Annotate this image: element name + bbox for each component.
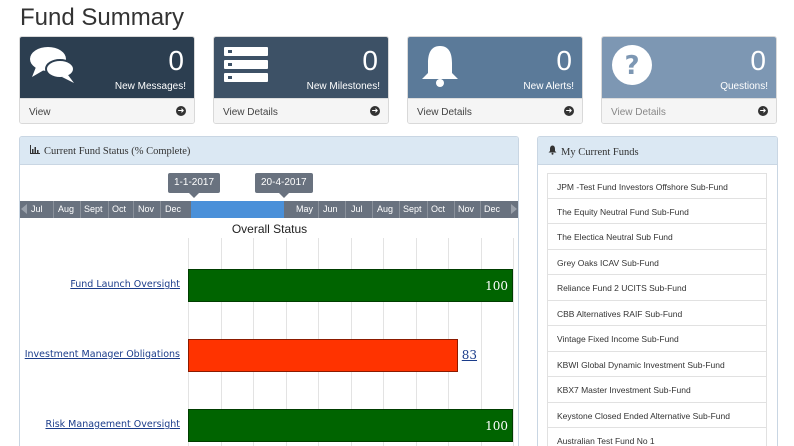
fund-list-item[interactable]: KBWI Global Dynamic Investment Sub-Fund: [547, 351, 767, 377]
timeline-separator: [454, 201, 455, 218]
fund-list-item[interactable]: JPM -Test Fund Investors Offshore Sub-Fu…: [547, 173, 767, 199]
timeline-month: Jun: [323, 204, 338, 214]
arrow-right-icon: ➜: [564, 106, 574, 116]
timeline-month: Dec: [484, 204, 501, 214]
svg-text:?: ?: [624, 51, 639, 81]
fund-list-item[interactable]: CBB Alternatives RAIF Sub-Fund: [547, 300, 767, 326]
fund-list-item[interactable]: Australian Test Fund No 1: [547, 428, 767, 446]
bar-category-link[interactable]: Fund Launch Oversight: [70, 279, 180, 290]
timeline-month: Aug: [377, 204, 394, 214]
milestones-view-details-link[interactable]: View Details ➜: [214, 98, 388, 123]
messages-view-link[interactable]: View ➜: [20, 98, 194, 123]
fund-list-item[interactable]: The Electica Neutral Sub Fund: [547, 224, 767, 250]
questions-card: ? 0 Questions! View Details ➜: [601, 36, 777, 124]
fund-list-item[interactable]: Reliance Fund 2 UCITS Sub-Fund: [547, 275, 767, 301]
timeline-month: Nov: [138, 204, 155, 214]
view-details-label: View Details: [417, 107, 472, 118]
alerts-count: 0: [556, 45, 572, 76]
view-link-label: View: [29, 107, 51, 118]
bar-value-label[interactable]: 83: [461, 348, 478, 362]
chart-title: Overall Status: [231, 222, 308, 236]
timeline-month: May: [296, 204, 314, 214]
my-funds-panel: My Current Funds JPM -Test Fund Investor…: [537, 136, 778, 446]
fund-status-header: Current Fund Status (% Complete): [20, 137, 518, 165]
timeline-separator: [80, 201, 81, 218]
fund-list: JPM -Test Fund Investors Offshore Sub-Fu…: [547, 173, 767, 446]
messages-card: 0 New Messages! View ➜: [19, 36, 195, 124]
bar-value-label: 100: [485, 419, 508, 433]
arrow-right-icon: ➜: [758, 106, 768, 116]
status-bar[interactable]: 100: [188, 269, 513, 302]
alerts-view-details-link[interactable]: View Details ➜: [408, 98, 582, 123]
bell-icon: [416, 43, 464, 94]
milestones-label: New Milestones!: [306, 81, 380, 92]
timeline-month: Oct: [112, 204, 127, 214]
timeline-month: Aug: [58, 204, 75, 214]
timeline-separator: [318, 201, 319, 218]
timeline-month: Jul: [31, 204, 43, 214]
messages-label: New Messages!: [114, 81, 186, 92]
timeline-month: Sept: [84, 204, 103, 214]
fund-list-item[interactable]: Keystone Closed Ended Alternative Sub-Fu…: [547, 402, 767, 428]
timeline-separator: [133, 201, 134, 218]
list-icon: [222, 43, 270, 92]
timeline-month: Sept: [403, 204, 422, 214]
timeline-separator: [399, 201, 400, 218]
questions-label: Questions!: [720, 81, 768, 92]
timeline-month: Oct: [431, 204, 446, 214]
bar-value-label: 100: [485, 279, 508, 293]
alerts-label: New Alerts!: [523, 81, 574, 92]
timeline-separator: [160, 201, 161, 218]
timeline-selected-range[interactable]: [191, 201, 284, 218]
arrow-right-icon: ➜: [176, 106, 186, 116]
fund-status-panel: Current Fund Status (% Complete) 1-1-201…: [19, 136, 519, 446]
comments-icon: [28, 43, 76, 92]
questions-view-details-link[interactable]: View Details ➜: [602, 98, 776, 123]
bell-icon: [548, 145, 557, 158]
timeline-separator: [480, 201, 481, 218]
timeline-separator: [427, 201, 428, 218]
milestones-card: 0 New Milestones! View Details ➜: [213, 36, 389, 124]
question-icon: ?: [610, 43, 656, 94]
bar-category-link[interactable]: Investment Manager Obligations: [24, 349, 180, 360]
questions-count: 0: [750, 45, 766, 76]
bar-chart-icon: [30, 145, 40, 157]
fund-list-item[interactable]: Grey Oaks ICAV Sub-Fund: [547, 249, 767, 275]
my-funds-header: My Current Funds: [538, 137, 777, 165]
timeline-separator: [53, 201, 54, 218]
view-details-label: View Details: [611, 107, 666, 118]
fund-status-title: Current Fund Status (% Complete): [44, 146, 191, 157]
arrow-right-icon: ➜: [370, 106, 380, 116]
timeline-month: Nov: [458, 204, 475, 214]
status-bar[interactable]: [188, 339, 458, 372]
milestones-count: 0: [362, 45, 378, 76]
timeline-separator: [372, 201, 373, 218]
start-date-tag[interactable]: 1-1-2017: [168, 173, 221, 198]
timeline-month: Dec: [165, 204, 182, 214]
fund-list-item[interactable]: The Equity Neutral Fund Sub-Fund: [547, 198, 767, 224]
page-title: Fund Summary: [20, 4, 185, 31]
alerts-card: 0 New Alerts! View Details ➜: [407, 36, 583, 124]
fund-list-item[interactable]: KBX7 Master Investment Sub-Fund: [547, 377, 767, 403]
timeline-left-arrow-icon[interactable]: [21, 204, 27, 214]
chart-grid-line: [480, 238, 482, 446]
messages-count: 0: [168, 45, 184, 76]
chart-grid-line: [513, 238, 514, 446]
timeline-separator: [108, 201, 109, 218]
timeline-separator: [345, 201, 346, 218]
timeline-slider[interactable]: Jul Aug Sept Oct Nov Dec May Jun Jul Aug…: [20, 201, 518, 218]
timeline-month: Jul: [351, 204, 363, 214]
status-bar[interactable]: 100: [188, 409, 513, 442]
end-date-tag[interactable]: 20-4-2017: [255, 173, 313, 198]
timeline-right-arrow-icon[interactable]: [511, 204, 517, 214]
view-details-label: View Details: [223, 107, 278, 118]
bar-category-link[interactable]: Risk Management Oversight: [45, 419, 180, 430]
my-funds-title: My Current Funds: [561, 147, 639, 158]
fund-list-item[interactable]: Vintage Fixed Income Sub-Fund: [547, 326, 767, 352]
